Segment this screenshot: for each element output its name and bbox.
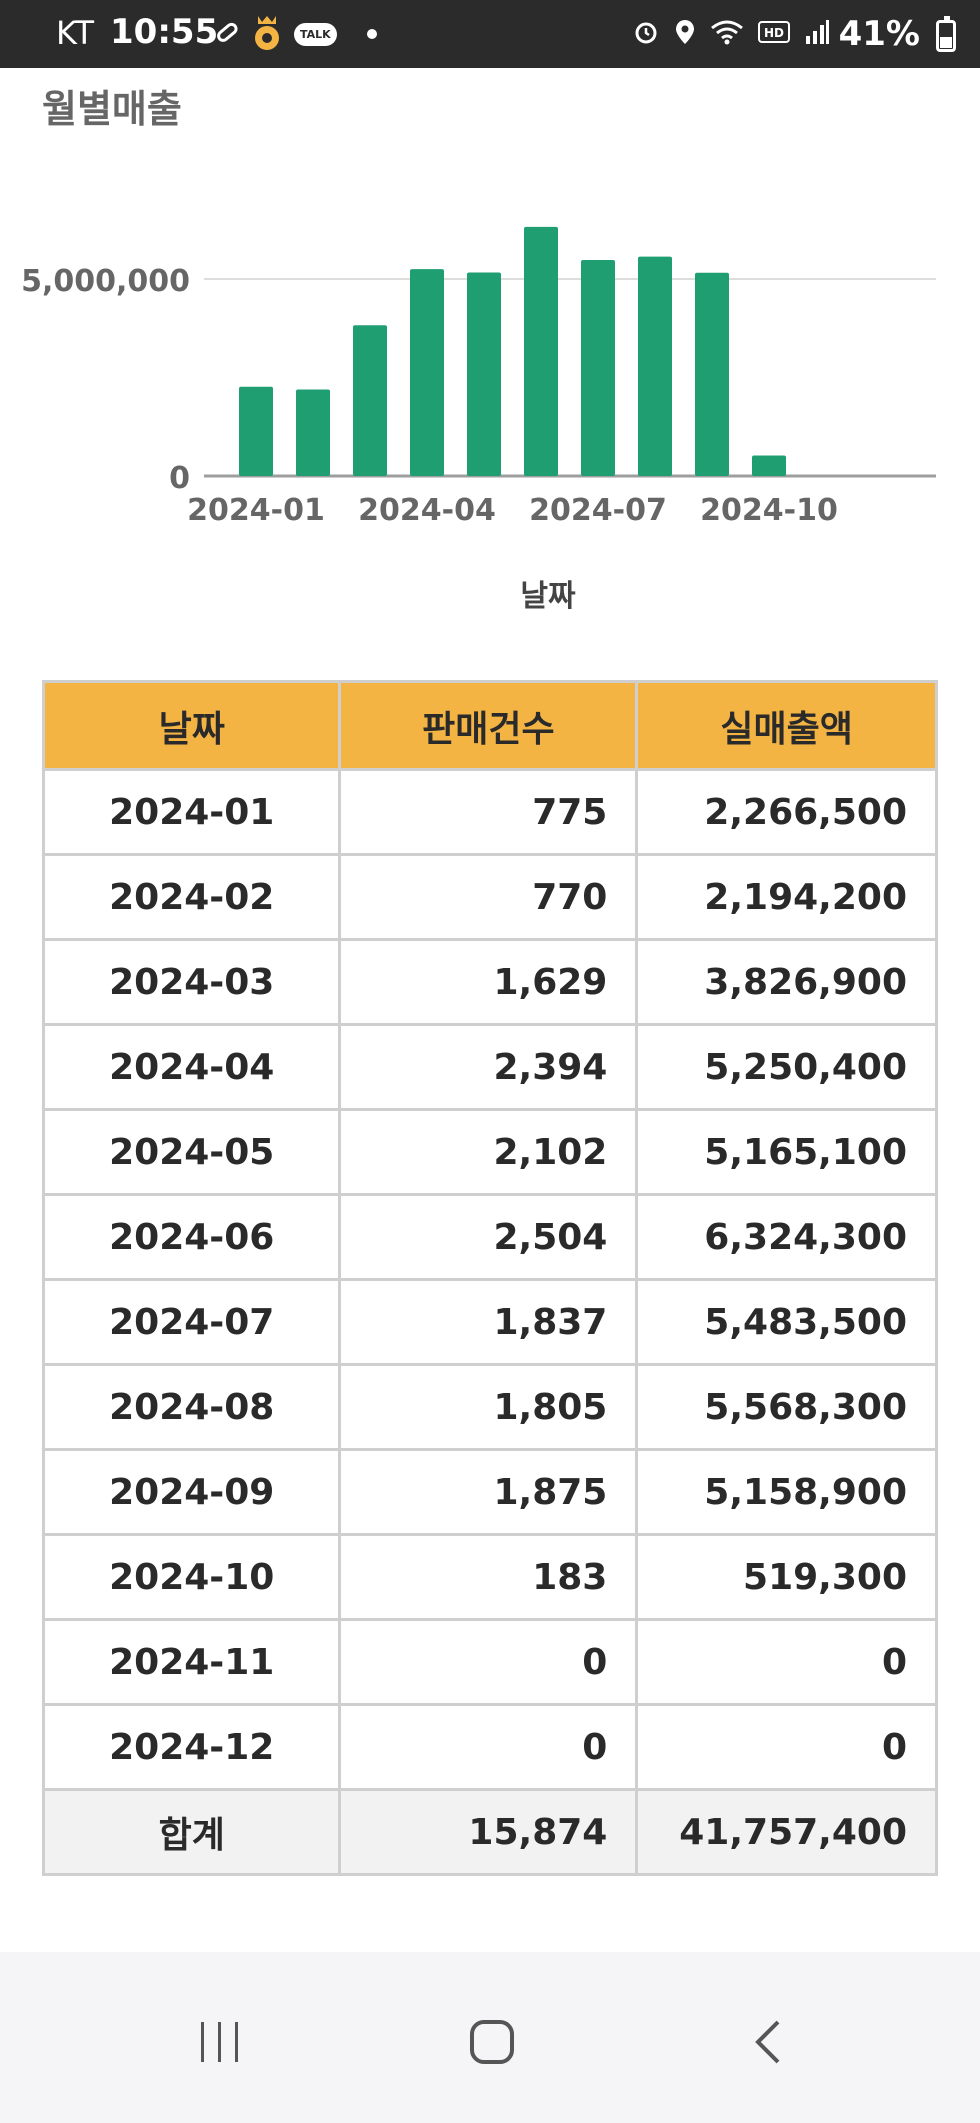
cell-net-sales: 0 xyxy=(635,1703,938,1791)
cell-date: 2024-08 xyxy=(41,1363,342,1451)
x-tick-label: 2024-10 xyxy=(700,493,838,528)
bar-2024-03[interactable] xyxy=(353,325,387,476)
table-row: 2024-11 0 0 xyxy=(41,1618,938,1706)
cell-net-sales: 6,324,300 xyxy=(635,1193,938,1281)
wifi-icon xyxy=(710,18,744,51)
y-tick-label: 5,000,000 xyxy=(21,264,190,299)
cell-net-sales: 5,568,300 xyxy=(635,1363,938,1451)
cell-date: 2024-02 xyxy=(41,853,342,941)
column-header-net-sales[interactable]: 실매출액 xyxy=(635,680,938,771)
recent-apps-icon[interactable] xyxy=(180,2002,260,2082)
cell-sales-count: 183 xyxy=(338,1533,639,1621)
cell-net-sales: 519,300 xyxy=(635,1533,938,1621)
cell-date: 2024-06 xyxy=(41,1193,342,1281)
cell-sales-count: 1,875 xyxy=(338,1448,639,1536)
cell-sales-count: 1,629 xyxy=(338,938,639,1026)
monthly-sales-chart: 0 5,000,000 2024-01 2024-04 2024-07 2024-10 날짜 xyxy=(0,140,980,640)
home-icon[interactable] xyxy=(452,2002,532,2082)
back-icon[interactable] xyxy=(728,2002,808,2082)
cell-sales-count: 2,394 xyxy=(338,1023,639,1111)
table-row: 2024-05 2,102 5,165,100 xyxy=(41,1108,938,1196)
cell-sales-count: 0 xyxy=(338,1618,639,1706)
x-tick-label: 2024-04 xyxy=(358,493,496,528)
cell-sales-count: 2,504 xyxy=(338,1193,639,1281)
y-tick-label: 0 xyxy=(169,461,190,496)
cell-net-sales: 0 xyxy=(635,1618,938,1706)
bar-2024-09[interactable] xyxy=(695,272,729,476)
cell-date: 2024-07 xyxy=(41,1278,342,1366)
bar-2024-04[interactable] xyxy=(410,269,444,476)
status-bar: KT 10:55 TALK HD 41% xyxy=(0,0,980,68)
cell-sales-count: 770 xyxy=(338,853,639,941)
kakaotalk-icon: TALK xyxy=(294,22,337,46)
pill-icon xyxy=(214,19,240,50)
cell-date: 2024-12 xyxy=(41,1703,342,1791)
cell-net-sales: 5,158,900 xyxy=(635,1448,938,1536)
table-row: 2024-10 183 519,300 xyxy=(41,1533,938,1621)
cell-net-sales: 5,250,400 xyxy=(635,1023,938,1111)
svg-text:HD: HD xyxy=(764,26,784,40)
notification-dot xyxy=(366,29,377,39)
cell-net-sales: 3,826,900 xyxy=(635,938,938,1026)
cell-sales-count: 1,837 xyxy=(338,1278,639,1366)
battery-icon xyxy=(936,16,956,52)
table-row: 2024-12 0 0 xyxy=(41,1703,938,1791)
column-header-sales-count[interactable]: 판매건수 xyxy=(338,680,639,771)
quest-bag-icon xyxy=(250,12,284,57)
table-header-row: 날짜 판매건수 실매출액 xyxy=(41,680,938,771)
x-axis-title: 날짜 xyxy=(520,579,576,614)
cell-total-net-sales: 41,757,400 xyxy=(635,1788,938,1876)
bar-2024-06[interactable] xyxy=(524,226,558,476)
bar-2024-02[interactable] xyxy=(296,389,330,476)
table-total-row: 합계 15,874 41,757,400 xyxy=(41,1788,938,1876)
table-row: 2024-03 1,629 3,826,900 xyxy=(41,938,938,1026)
x-tick-label: 2024-07 xyxy=(529,493,667,528)
x-tick-label: 2024-01 xyxy=(187,493,325,528)
table-row: 2024-08 1,805 5,568,300 xyxy=(41,1363,938,1451)
system-nav-bar xyxy=(0,1952,980,2123)
cell-sales-count: 775 xyxy=(338,768,639,856)
cell-date: 2024-09 xyxy=(41,1448,342,1536)
cell-net-sales: 5,165,100 xyxy=(635,1108,938,1196)
alarm-icon xyxy=(632,18,660,51)
cell-net-sales: 2,266,500 xyxy=(635,768,938,856)
bar-2024-10[interactable] xyxy=(752,455,786,476)
cell-sales-count: 2,102 xyxy=(338,1108,639,1196)
carrier-label: KT xyxy=(56,14,95,52)
cell-date: 2024-03 xyxy=(41,938,342,1026)
hd-voice-icon: HD xyxy=(758,19,790,50)
column-header-date[interactable]: 날짜 xyxy=(41,680,342,771)
clock: 10:55 xyxy=(110,12,219,52)
cell-date: 2024-01 xyxy=(41,768,342,856)
bar-2024-08[interactable] xyxy=(638,256,672,476)
cell-date: 2024-10 xyxy=(41,1533,342,1621)
signal-icon xyxy=(804,18,830,51)
cell-net-sales: 5,483,500 xyxy=(635,1278,938,1366)
monthly-sales-table: 날짜 판매건수 실매출액 2024-01 775 2,266,500 2024-02 7… xyxy=(41,680,938,1876)
chart-canvas: 0 5,000,000 2024-01 2024-04 2024-07 2024-10 날짜 xyxy=(21,226,936,614)
bar-2024-07[interactable] xyxy=(581,259,615,476)
cell-date: 2024-04 xyxy=(41,1023,342,1111)
cell-sales-count: 1,805 xyxy=(338,1363,639,1451)
cell-date: 2024-11 xyxy=(41,1618,342,1706)
table-row: 2024-02 770 2,194,200 xyxy=(41,853,938,941)
bar-2024-05[interactable] xyxy=(467,272,501,476)
cell-date: 2024-05 xyxy=(41,1108,342,1196)
cell-net-sales: 2,194,200 xyxy=(635,853,938,941)
cell-total-label: 합계 xyxy=(41,1788,342,1876)
cell-total-sales-count: 15,874 xyxy=(338,1788,639,1876)
table-row: 2024-07 1,837 5,483,500 xyxy=(41,1278,938,1366)
cell-sales-count: 0 xyxy=(338,1703,639,1791)
table-row: 2024-09 1,875 5,158,900 xyxy=(41,1448,938,1536)
table-row: 2024-04 2,394 5,250,400 xyxy=(41,1023,938,1111)
bar-2024-01[interactable] xyxy=(239,386,273,476)
location-icon xyxy=(674,18,696,51)
table-row: 2024-01 775 2,266,500 xyxy=(41,768,938,856)
battery-percentage: 41% xyxy=(838,14,920,54)
page-title: 월별매출 xyxy=(42,87,182,131)
table-row: 2024-06 2,504 6,324,300 xyxy=(41,1193,938,1281)
